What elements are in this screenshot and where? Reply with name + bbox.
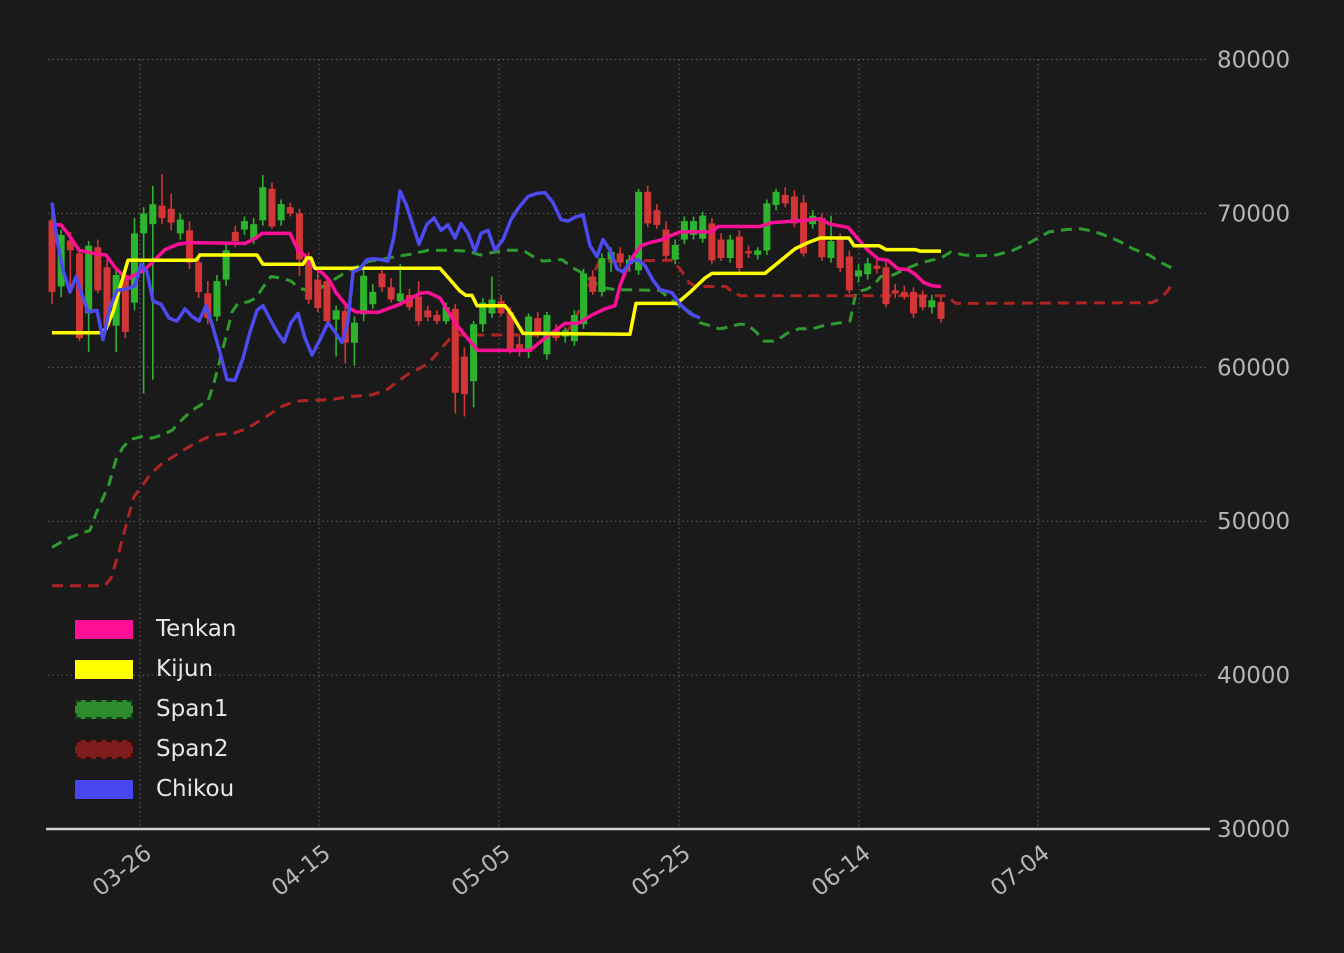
chikou-legend-label: Chikou (156, 775, 235, 802)
svg-text:40000: 40000 (1217, 663, 1290, 689)
span1-legend-label: Span1 (156, 695, 229, 722)
svg-text:50000: 50000 (1217, 509, 1290, 535)
svg-text:07-04: 07-04 (986, 840, 1055, 902)
span2-legend-label: Span2 (156, 735, 229, 762)
tenkan-color-swatch (75, 619, 133, 639)
svg-text:04-15: 04-15 (267, 840, 336, 902)
kijun-legend-label: Kijun (156, 655, 214, 682)
legend-item-chikou: Chikou (75, 769, 236, 809)
chikou-color-swatch (75, 779, 133, 799)
legend: Tenkan Kijun Span1 Span2 Chikou (75, 609, 236, 809)
svg-text:30000: 30000 (1217, 817, 1290, 843)
span1-color-swatch (75, 699, 133, 719)
svg-text:05-05: 05-05 (447, 840, 516, 902)
legend-item-span1: Span1 (75, 689, 236, 729)
tenkan-legend-label: Tenkan (156, 615, 237, 642)
svg-text:06-14: 06-14 (807, 840, 876, 902)
svg-text:05-25: 05-25 (627, 840, 696, 902)
svg-text:80000: 80000 (1217, 48, 1290, 74)
svg-text:60000: 60000 (1217, 355, 1290, 381)
svg-text:70000: 70000 (1217, 201, 1290, 227)
legend-item-span2: Span2 (75, 729, 236, 769)
legend-item-tenkan: Tenkan (75, 609, 236, 649)
svg-text:03-26: 03-26 (88, 840, 157, 902)
span2-color-swatch (75, 739, 133, 759)
kijun-color-swatch (75, 659, 133, 679)
legend-item-kijun: Kijun (75, 649, 236, 689)
